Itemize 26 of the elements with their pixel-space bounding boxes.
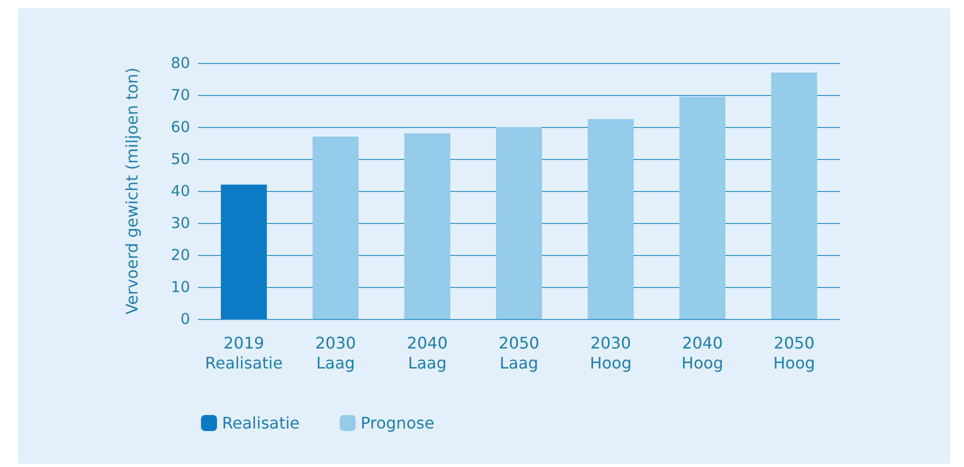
x-tick-label: 2050 Hoog <box>773 334 816 372</box>
y-tick-label: 50 <box>170 150 190 168</box>
x-tick-label: 2040 Laag <box>406 334 448 372</box>
y-tick-label: 70 <box>170 86 190 104</box>
y-tick-label: 60 <box>170 118 190 136</box>
bar <box>404 133 450 319</box>
legend-label: Prognose <box>360 414 434 432</box>
y-tick-label: 30 <box>170 214 190 232</box>
bar <box>220 184 267 319</box>
y-axis-title: Vervoerd gewicht (miljoen ton) <box>122 67 142 315</box>
bar <box>312 136 359 319</box>
y-tick-label: 80 <box>170 54 190 72</box>
x-tick-label: 2050 Laag <box>498 334 540 372</box>
bar <box>771 72 818 319</box>
x-tick-label: 2030 Hoog <box>590 334 632 372</box>
x-tick-label: 2019 Realisatie <box>205 334 283 372</box>
x-tick-label: 2030 Laag <box>315 334 356 372</box>
y-tick-label: 40 <box>170 182 190 200</box>
y-tick-label: 20 <box>170 246 190 264</box>
x-tick-label: 2040 Hoog <box>682 334 724 372</box>
legend-label: Realisatie <box>222 414 300 432</box>
bar <box>679 96 726 319</box>
y-tick-label: 10 <box>170 278 190 296</box>
bar <box>588 119 634 319</box>
y-tick-label: 0 <box>180 310 190 328</box>
bar <box>496 127 542 319</box>
